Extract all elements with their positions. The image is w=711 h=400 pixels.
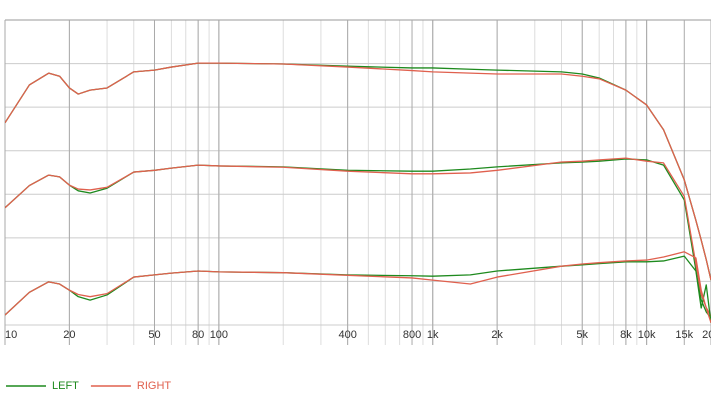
x-tick-label: 100	[210, 329, 228, 341]
curve	[5, 255, 711, 323]
x-tick-label: 400	[338, 329, 356, 341]
legend-label: RIGHT	[137, 380, 172, 392]
x-tick-label: 10k	[638, 329, 656, 341]
grid	[4, 19, 711, 345]
x-tick-label: 1k	[427, 329, 439, 341]
x-tick-label: 20k	[702, 329, 711, 341]
curve	[5, 62, 711, 281]
curve	[5, 251, 711, 324]
legend-label: LEFT	[52, 380, 79, 392]
x-tick-label: 5k	[576, 329, 588, 341]
x-tick-label: 80	[192, 329, 204, 341]
x-tick-label: 20	[63, 329, 75, 341]
x-tick-label: 15k	[675, 329, 693, 341]
plot	[5, 62, 711, 324]
x-tick-label: 8k	[620, 329, 632, 341]
x-tick-label: 10	[5, 329, 17, 341]
x-tick-label: 2k	[491, 329, 503, 341]
x-tick-label: 50	[148, 329, 160, 341]
legend: LEFT RIGHT	[6, 380, 171, 392]
curve	[5, 158, 711, 319]
curve	[5, 157, 711, 317]
axis: 10 20 50 80 100 400 800 1k 2k 5k 8k 10k 15k 20k	[5, 329, 711, 341]
x-tick-label: 800	[403, 329, 421, 341]
